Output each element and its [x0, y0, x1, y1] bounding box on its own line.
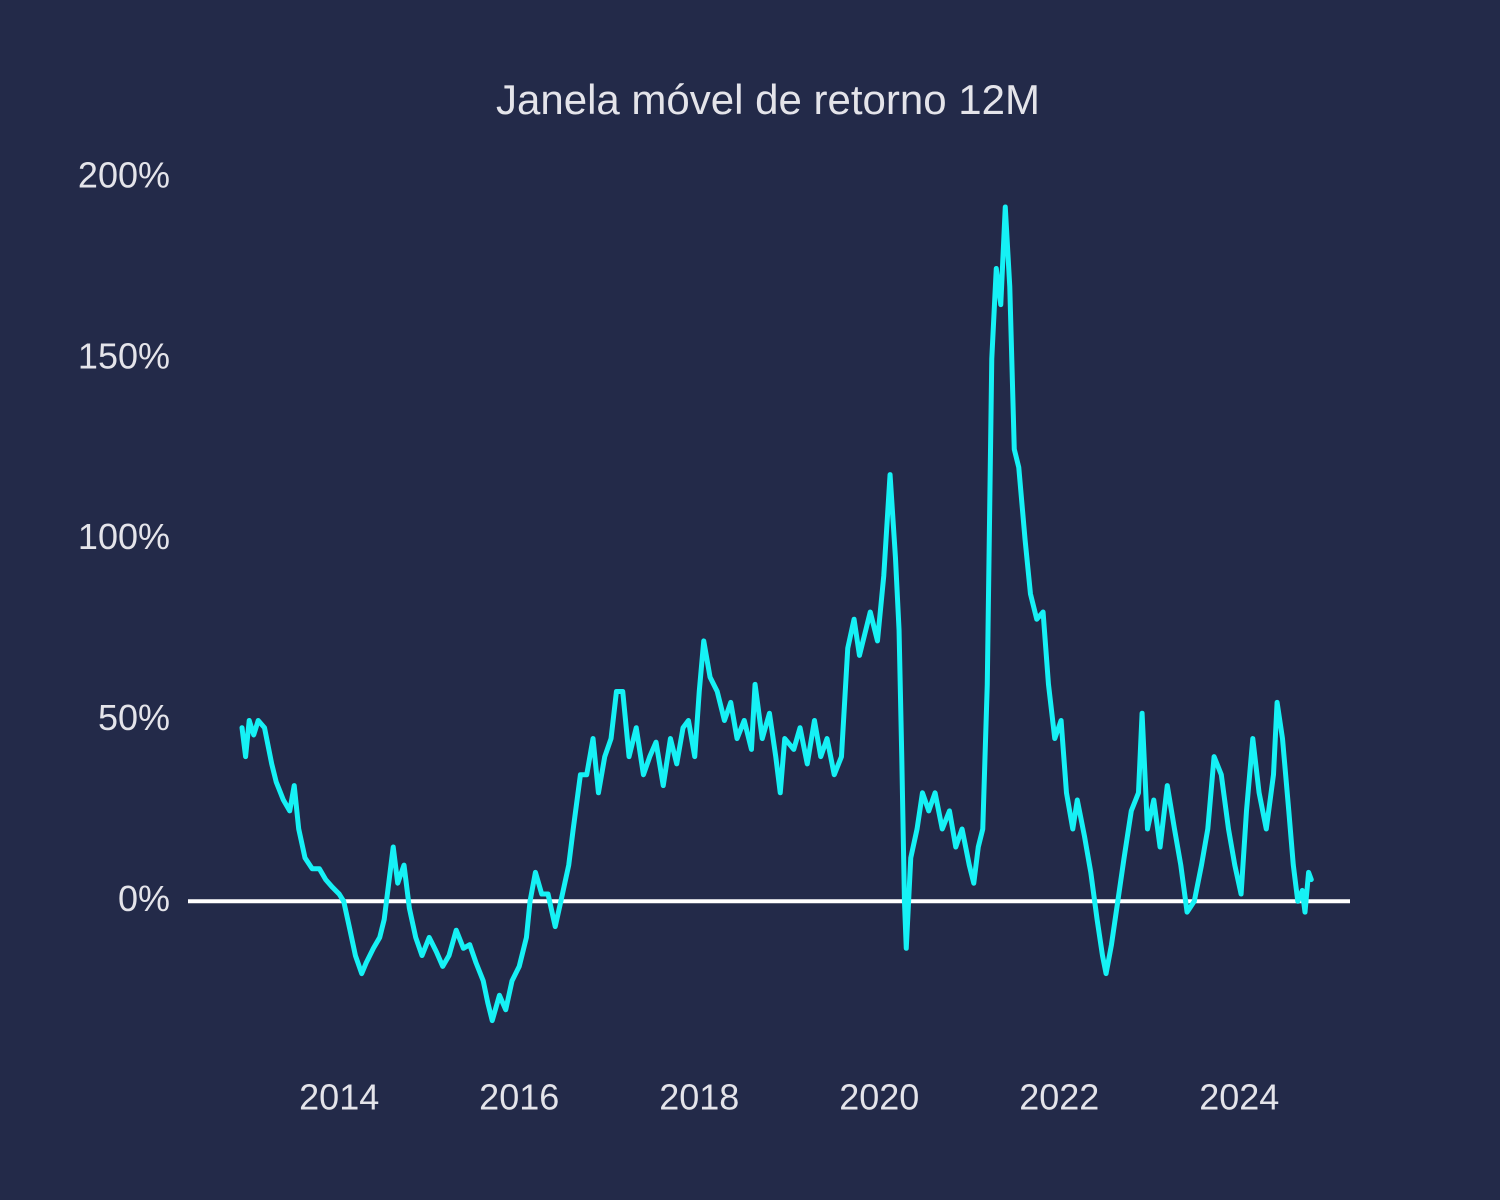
chart-title: Janela móvel de retorno 12M: [496, 76, 1040, 123]
x-tick-label: 2022: [1019, 1077, 1099, 1118]
x-tick-label: 2014: [299, 1077, 379, 1118]
y-tick-label: 200%: [78, 155, 170, 196]
x-tick-label: 2016: [479, 1077, 559, 1118]
y-tick-label: 150%: [78, 335, 170, 376]
x-tick-label: 2024: [1199, 1077, 1279, 1118]
data-line: [239, 204, 1314, 1024]
y-tick-label: 50%: [98, 697, 170, 738]
y-tick-label: 0%: [118, 878, 170, 919]
x-tick-label: 2020: [839, 1077, 919, 1118]
x-tick-label: 2018: [659, 1077, 739, 1118]
y-tick-label: 100%: [78, 516, 170, 557]
